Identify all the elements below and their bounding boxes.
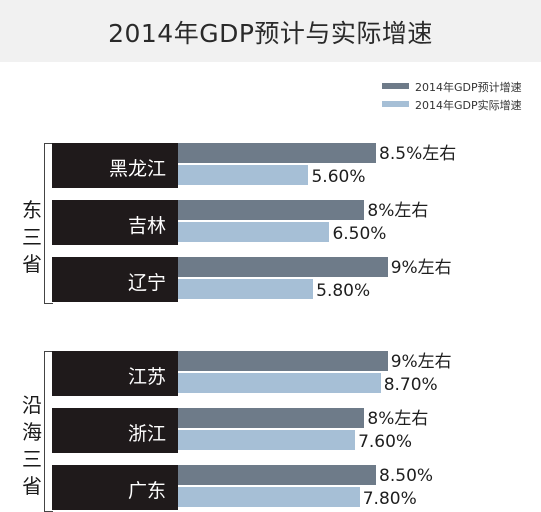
province-name: 辽宁 (127, 272, 166, 294)
bar-actual (178, 430, 356, 450)
group-label: 东三省 (22, 198, 42, 276)
group-bracket (44, 143, 53, 304)
province-label-box: 吉林 (52, 200, 178, 245)
value-label-forecast: 8%左右 (367, 409, 429, 429)
province-name: 浙江 (127, 423, 166, 445)
bar-forecast (178, 257, 388, 277)
province-name: 江苏 (127, 366, 166, 388)
value-label-forecast: 8.50% (379, 466, 434, 486)
province-label-box: 江苏 (52, 351, 178, 396)
province-label-box: 浙江 (52, 408, 178, 453)
province-name: 黑龙江 (108, 158, 166, 180)
value-label-actual: 8.70% (383, 375, 438, 395)
value-label-actual: 7.60% (358, 432, 413, 452)
bar-actual (178, 279, 314, 299)
legend-swatch-forecast (382, 83, 409, 89)
value-label-forecast: 8.5%左右 (379, 144, 457, 164)
bar-actual (178, 165, 309, 185)
bar-forecast (178, 465, 377, 485)
bar-forecast (178, 143, 377, 163)
province-label-box: 黑龙江 (52, 143, 178, 188)
value-label-forecast: 9%左右 (390, 258, 452, 278)
value-label-forecast: 8%左右 (367, 201, 429, 221)
legend-label-forecast: 2014年GDP预计增速 (415, 81, 522, 94)
value-label-forecast: 9%左右 (390, 352, 452, 372)
value-label-actual: 6.50% (332, 224, 387, 244)
province-label-box: 辽宁 (52, 257, 178, 302)
legend-swatch-actual (382, 101, 409, 107)
chart-title: 2014年GDP预计与实际增速 (108, 19, 433, 48)
value-label-actual: 5.80% (316, 281, 371, 301)
value-label-actual: 5.60% (311, 167, 366, 187)
title-band (0, 0, 541, 62)
province-name: 广东 (127, 480, 166, 502)
group-label: 沿海三省 (22, 393, 42, 498)
value-label-actual: 7.80% (362, 489, 417, 509)
bar-actual (178, 487, 360, 507)
province-label-box: 广东 (52, 465, 178, 510)
legend-label-actual: 2014年GDP实际增速 (415, 99, 522, 112)
province-name: 吉林 (127, 215, 166, 237)
bar-actual (178, 373, 381, 393)
bar-forecast (178, 408, 365, 428)
bar-forecast (178, 200, 365, 220)
bar-actual (178, 222, 330, 242)
bar-forecast (178, 351, 388, 371)
